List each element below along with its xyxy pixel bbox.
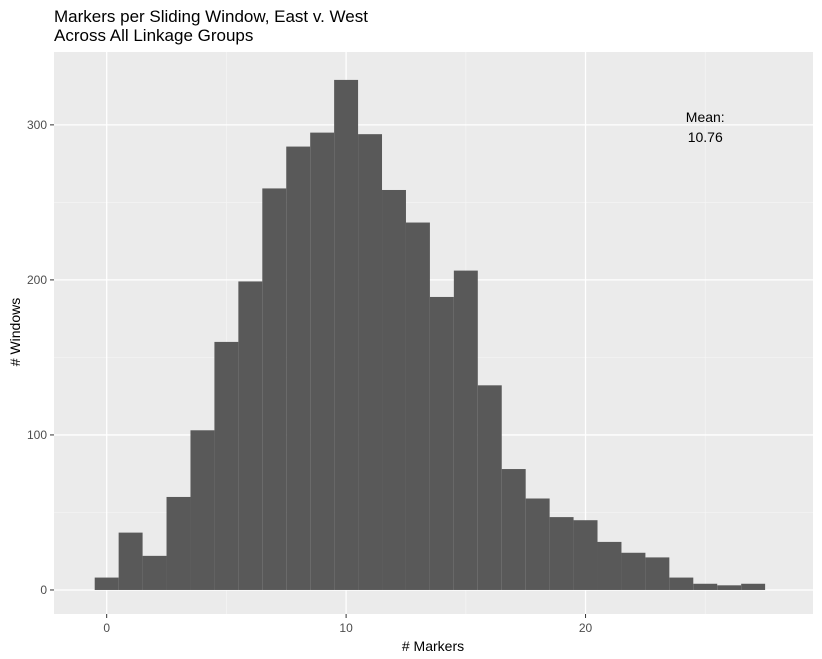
- histogram-bar: [166, 496, 191, 590]
- histogram-bar: [238, 281, 263, 590]
- y-tick-label: 100: [27, 428, 47, 442]
- mean-annotation-label: Mean:: [686, 109, 725, 125]
- histogram-bar: [573, 520, 598, 590]
- histogram-bar: [621, 552, 646, 590]
- histogram-bar: [669, 577, 694, 590]
- histogram-bar: [405, 222, 430, 590]
- x-tick-label: 0: [103, 621, 110, 635]
- y-axis: 0 100 200 300: [27, 118, 54, 597]
- histogram-bar: [214, 341, 239, 590]
- histogram-bar: [693, 583, 718, 590]
- y-tick-label: 0: [40, 583, 47, 597]
- histogram-bar: [741, 583, 766, 590]
- histogram-bar: [94, 577, 119, 590]
- chart-title-line-1: Markers per Sliding Window, East v. West: [54, 7, 368, 26]
- x-axis-label: # Markers: [402, 638, 464, 654]
- histogram-bar: [477, 385, 502, 590]
- histogram-bar: [262, 188, 287, 590]
- histogram-bars: [94, 79, 766, 590]
- histogram-bar: [525, 498, 550, 590]
- histogram-bar: [429, 296, 454, 590]
- chart-title-line-2: Across All Linkage Groups: [54, 26, 253, 45]
- histogram-bar: [549, 517, 574, 590]
- histogram-bar: [310, 132, 335, 590]
- histogram-bar: [190, 430, 215, 590]
- histogram-bar: [286, 146, 311, 590]
- x-tick-label: 10: [339, 621, 353, 635]
- x-axis: 0 10 20: [103, 614, 593, 635]
- histogram-bar: [382, 189, 406, 590]
- histogram-bar: [645, 557, 670, 590]
- mean-annotation: Mean: 10.76: [686, 109, 725, 145]
- mean-annotation-value: 10.76: [688, 129, 723, 145]
- histogram-bar: [717, 585, 742, 590]
- histogram-bar: [597, 541, 622, 590]
- y-tick-label: 300: [27, 118, 47, 132]
- histogram-bar: [334, 79, 359, 590]
- y-tick-label: 200: [27, 273, 47, 287]
- x-tick-label: 20: [579, 621, 593, 635]
- histogram-bar: [358, 134, 383, 590]
- histogram-bar: [142, 555, 167, 590]
- y-axis-label: # Windows: [7, 298, 23, 366]
- histogram-bar: [453, 270, 478, 590]
- histogram-bar: [501, 469, 526, 590]
- histogram-bar: [118, 532, 143, 590]
